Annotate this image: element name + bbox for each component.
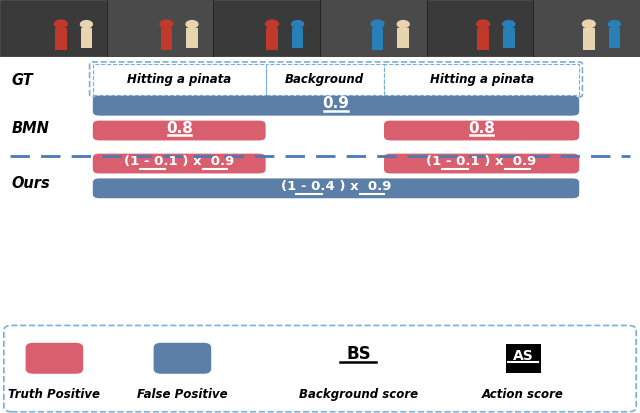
Bar	[384, 64, 579, 95]
Circle shape	[582, 19, 596, 28]
Text: GT: GT	[12, 73, 33, 88]
FancyBboxPatch shape	[26, 343, 83, 374]
FancyBboxPatch shape	[93, 154, 266, 173]
Bar	[81, 28, 92, 48]
Circle shape	[80, 20, 93, 28]
Bar	[503, 28, 515, 48]
Bar	[266, 28, 278, 50]
Text: BMN: BMN	[12, 121, 49, 135]
Bar	[213, 0, 320, 56]
Bar	[107, 0, 213, 56]
Text: (1 - 0.4 ) x  0.9: (1 - 0.4 ) x 0.9	[281, 180, 391, 193]
Bar	[397, 28, 409, 48]
Bar	[266, 64, 384, 95]
Text: BS: BS	[346, 345, 371, 363]
Text: 0.9: 0.9	[323, 96, 349, 111]
Bar	[477, 28, 489, 50]
FancyBboxPatch shape	[4, 325, 636, 412]
Text: Hitting a pinata: Hitting a pinata	[429, 73, 534, 86]
Circle shape	[608, 20, 621, 28]
FancyBboxPatch shape	[384, 121, 579, 140]
Bar	[583, 28, 595, 50]
Bar	[292, 28, 303, 48]
Text: (1 - 0.1 ) x  0.9: (1 - 0.1 ) x 0.9	[426, 155, 537, 169]
Circle shape	[186, 20, 198, 28]
Bar	[55, 28, 67, 50]
FancyBboxPatch shape	[384, 154, 579, 173]
Circle shape	[159, 19, 173, 28]
FancyBboxPatch shape	[93, 96, 579, 116]
Text: Background: Background	[285, 73, 364, 86]
Circle shape	[265, 19, 279, 28]
Bar	[533, 0, 640, 56]
Bar	[506, 344, 541, 373]
FancyBboxPatch shape	[154, 343, 211, 374]
Text: (1 - 0.1 ) x  0.9: (1 - 0.1 ) x 0.9	[124, 155, 234, 169]
Circle shape	[397, 20, 410, 28]
Bar	[427, 0, 533, 56]
Text: False Positive: False Positive	[137, 388, 228, 401]
Bar	[161, 28, 172, 50]
Text: AS: AS	[513, 349, 534, 363]
Text: Background score: Background score	[299, 388, 418, 401]
FancyBboxPatch shape	[93, 178, 579, 198]
Circle shape	[476, 19, 490, 28]
Bar	[93, 64, 266, 95]
Bar	[0, 0, 107, 56]
Text: 0.8: 0.8	[468, 121, 495, 136]
Bar	[609, 28, 620, 48]
Circle shape	[54, 19, 68, 28]
Text: 0.8: 0.8	[166, 121, 193, 136]
Bar	[320, 0, 427, 56]
Text: Ours: Ours	[12, 176, 51, 191]
FancyBboxPatch shape	[93, 121, 266, 140]
Circle shape	[502, 20, 515, 28]
Circle shape	[371, 19, 385, 28]
Text: Truth Positive: Truth Positive	[8, 388, 100, 401]
Bar	[186, 28, 198, 48]
Circle shape	[291, 20, 304, 28]
Text: Action score: Action score	[483, 388, 564, 401]
Bar	[372, 28, 383, 50]
Text: Hitting a pinata: Hitting a pinata	[127, 73, 231, 86]
